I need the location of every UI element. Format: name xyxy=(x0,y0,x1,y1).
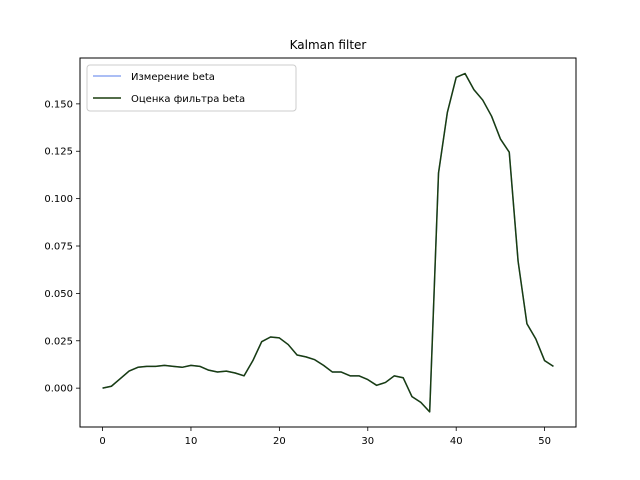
legend-label-measurement: Измерение beta xyxy=(131,72,215,83)
legend-box xyxy=(86,64,297,112)
y-tick-label: 0.100 xyxy=(44,194,73,205)
x-tick-label: 30 xyxy=(361,436,374,447)
series-line-1 xyxy=(102,72,554,413)
y-tick-label: 0.075 xyxy=(44,242,73,253)
x-tick-label: 10 xyxy=(185,436,198,447)
y-tick-label: 0.125 xyxy=(44,147,73,158)
x-tick-label: 40 xyxy=(450,436,463,447)
y-tick-label: 0.050 xyxy=(44,289,73,300)
y-tick-label: 0.025 xyxy=(44,336,73,347)
legend: Измерение beta Оценка фильтра beta xyxy=(86,64,297,112)
y-tick-label: 0.150 xyxy=(44,99,73,110)
x-axis: 0 10 20 30 40 50 xyxy=(99,427,551,447)
legend-label-filter-estimate: Оценка фильтра beta xyxy=(131,94,245,105)
plot-frame xyxy=(79,57,577,428)
series-layer xyxy=(102,72,554,413)
x-tick-label: 50 xyxy=(538,436,551,447)
y-axis: 0.000 0.025 0.050 0.075 0.100 0.125 0.150 xyxy=(44,99,80,395)
x-tick-label: 0 xyxy=(99,436,105,447)
chart-title: Kalman filter xyxy=(290,38,367,52)
x-tick-label: 20 xyxy=(273,436,286,447)
y-tick-label: 0.000 xyxy=(44,384,73,395)
